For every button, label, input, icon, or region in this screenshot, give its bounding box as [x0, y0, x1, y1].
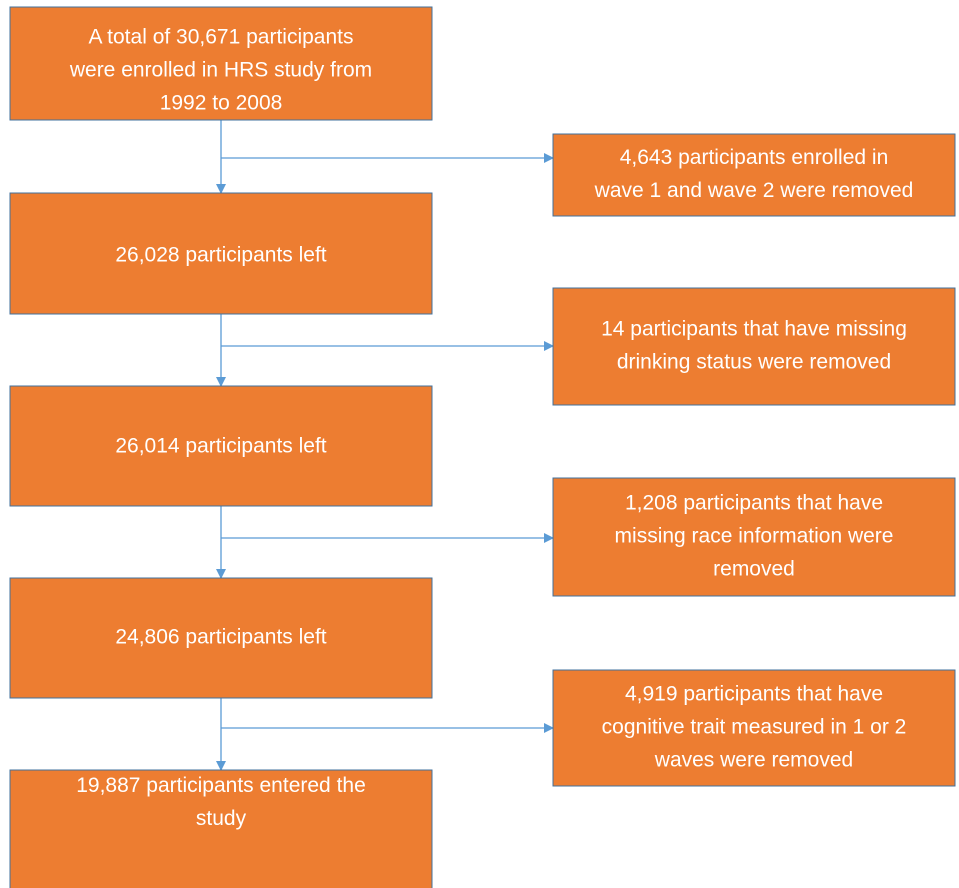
box: [9, 769, 433, 888]
box-text: drinking status were removed: [617, 351, 891, 374]
flow-box: 14 participants that have missing drinkin…: [552, 287, 956, 406]
box-text: waves were removed: [654, 749, 853, 772]
flow-box: A total of 30,671 participants were enrol…: [9, 6, 433, 121]
box: [552, 287, 956, 406]
box-text: missing race information were: [615, 525, 894, 548]
box-text: wave 1 and wave 2 were removed: [594, 179, 914, 202]
box-text: cognitive trait measured in 1 or 2: [602, 716, 907, 739]
box-text: 4,643 participants enrolled in: [620, 146, 889, 169]
box: [9, 192, 433, 315]
box-text: 19,887 participants entered the: [76, 774, 366, 797]
box-text: A total of 30,671 participants: [88, 26, 353, 49]
flow-box: 1,208 participants that have missing race…: [552, 477, 956, 597]
box-text: study: [196, 807, 247, 830]
connectors: [216, 120, 554, 771]
box-text: 4,919 participants that have: [625, 683, 883, 706]
box-text: were enrolled in HRS study from: [69, 59, 372, 82]
box-text: 14 participants that have missing: [601, 318, 907, 341]
box: [552, 669, 956, 787]
flow-box: 26,014 participants left: [9, 385, 433, 507]
box: [552, 133, 956, 217]
box-text: 26,014 participants left: [115, 435, 326, 458]
flow-box: 4,919 participants that have cognitive tr…: [552, 669, 956, 787]
flow-box: 24,806 participants left: [9, 577, 433, 699]
flow-box: 4,643 participants enrolled in wave 1 and…: [552, 133, 956, 217]
box: [552, 477, 956, 597]
flow-box: 26,028 participants left: [9, 192, 433, 315]
box-text: 24,806 participants left: [115, 626, 326, 649]
box-text: 1992 to 2008: [160, 92, 283, 115]
box-text: 1,208 participants that have: [625, 492, 883, 515]
flow-box: 19,887 participants entered the study: [9, 769, 433, 888]
box-text: 26,028 participants left: [115, 244, 326, 267]
box-text: removed: [713, 558, 795, 581]
box: [9, 385, 433, 507]
box: [9, 6, 433, 121]
box: [9, 577, 433, 699]
